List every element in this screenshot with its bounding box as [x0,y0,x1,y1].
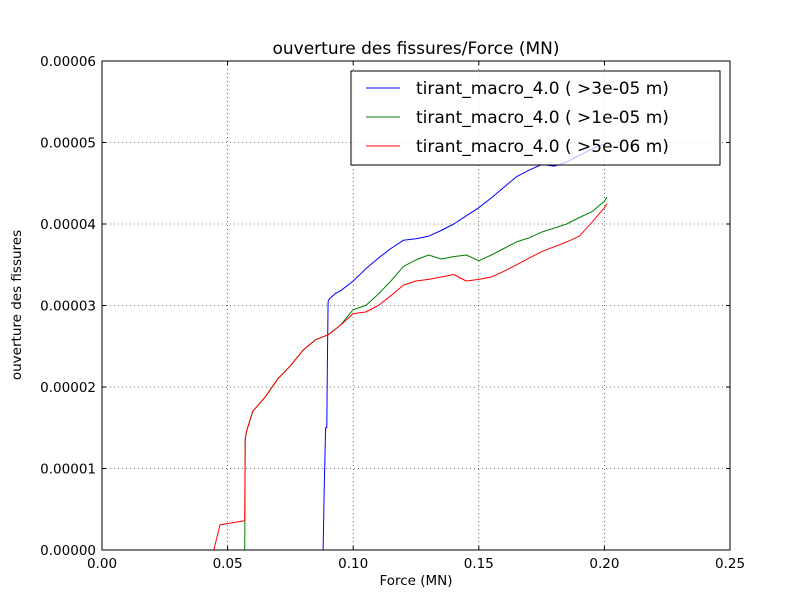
x-tick-labels: 0.00 0.05 0.10 0.15 0.20 0.25 [87,556,745,572]
legend-label-2: tirant_macro_4.0 ( >1e-05 m) [416,108,669,128]
series-line-3 [213,203,608,551]
y-tick-label: 0.00005 [40,136,96,152]
y-tick-label: 0.00004 [40,217,96,233]
y-tick-label: 0.00006 [40,54,96,70]
x-tick-label: 0.05 [213,556,243,572]
y-tick-label: 0.00002 [40,380,96,396]
x-axis-label: Force (MN) [379,573,452,589]
chart-title: ouverture des fissures/Force (MN) [272,39,559,59]
y-axis-label: ouverture des fissures [9,230,25,380]
y-tick-label: 0.00000 [40,543,96,559]
x-tick-label: 0.00 [87,556,117,572]
legend: tirant_macro_4.0 ( >3e-05 m) tirant_macro… [350,70,721,166]
y-tick-label: 0.00003 [40,299,96,315]
legend-box [350,70,721,166]
y-tick-labels: 0.00000 0.00001 0.00002 0.00003 0.00004 0.000… [40,54,96,559]
x-tick-label: 0.15 [464,556,494,572]
x-tick-label: 0.10 [338,556,368,572]
legend-label-3: tirant_macro_4.0 ( >5e-06 m) [416,137,669,157]
ticks [101,60,731,551]
x-tick-label: 0.20 [589,556,619,572]
grid [102,61,730,550]
x-tick-label: 0.25 [715,556,745,572]
legend-label-1: tirant_macro_4.0 ( >3e-05 m) [416,79,669,99]
y-tick-label: 0.00001 [40,462,96,478]
